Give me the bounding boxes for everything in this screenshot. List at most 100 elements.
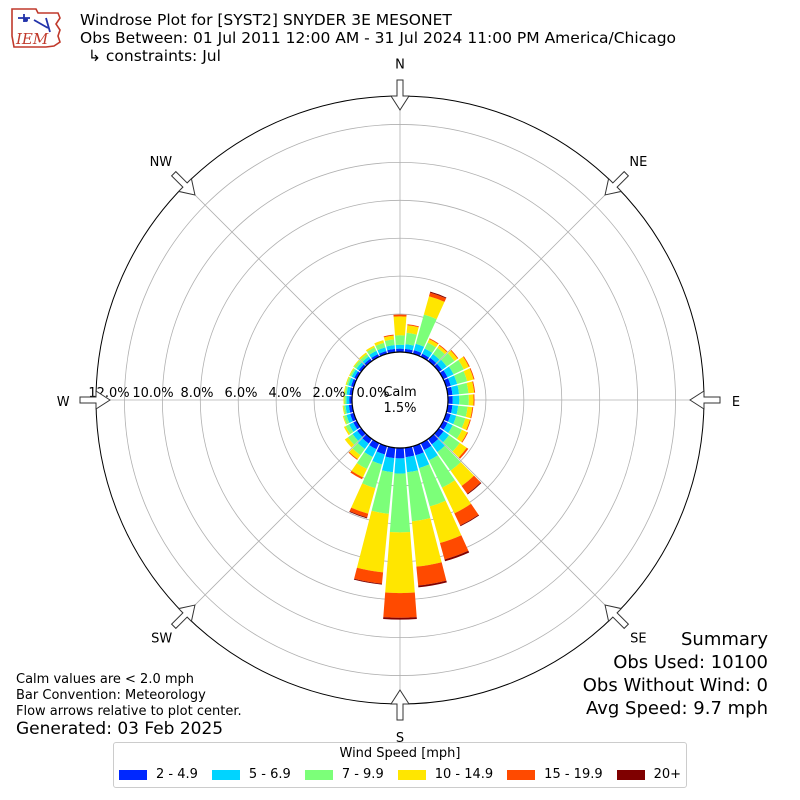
bar-segment-se-1 — [431, 439, 445, 453]
bar-segment-se-5 — [460, 514, 480, 527]
bar-segment-w-0 — [350, 412, 357, 422]
legend-item: 10 - 14.9 — [397, 767, 493, 782]
bar-segment-se-4 — [454, 503, 479, 526]
summary-avg-speed: Avg Speed: 9.7 mph — [586, 698, 768, 719]
bar-segment-ne-0 — [427, 357, 437, 366]
bar-segment-s-2 — [419, 464, 446, 507]
bar-segment-sw-4 — [350, 470, 363, 480]
bar-segment-sw-0 — [353, 420, 361, 430]
radial-tick-label: 0.0% — [356, 386, 389, 401]
bar-segment-se-1 — [424, 445, 438, 461]
bar-segment-sw-3 — [349, 448, 361, 460]
bar-segment-s-1 — [415, 452, 430, 469]
bar-segment-n-1 — [377, 347, 387, 354]
bar-segment-se-0 — [439, 420, 448, 430]
bar-segment-w-2 — [343, 414, 350, 425]
bar-segment-ne-2 — [441, 353, 455, 367]
windrose-bars — [342, 291, 482, 620]
bar-segment-w-1 — [346, 413, 353, 423]
legend-items: 2 - 4.9 5 - 6.9 7 - 9.9 10 - 14.9 15 - 19.9 2… — [119, 767, 695, 782]
bar-segment-se-3 — [452, 442, 467, 458]
flow-arrow-nw — [170, 170, 196, 196]
bar-segment-sw-2 — [356, 452, 373, 469]
bar-segment-ne-2 — [424, 342, 437, 353]
chart-title-block: Windrose Plot for [SYST2] SNYDER 3E MESO… — [80, 11, 676, 65]
bar-segment-se-4 — [461, 432, 469, 443]
legend-item: 7 - 9.9 — [304, 767, 384, 782]
legend-swatch — [304, 769, 333, 780]
summary-obs-without-wind: Obs Without Wind: 0 — [582, 675, 768, 696]
bar-segment-nw-3 — [365, 345, 375, 352]
direction-label-e: E — [732, 395, 740, 410]
bar-segment-e-3 — [463, 368, 474, 382]
bar-segment-w-0 — [349, 396, 353, 404]
bar-segment-ne-3 — [427, 339, 439, 348]
bar-segment-n-3 — [383, 335, 395, 342]
bar-segment-e-2 — [453, 415, 466, 429]
chart-title: Windrose Plot for [SYST2] SNYDER 3E MESO… — [80, 11, 452, 29]
bar-segment-ne-4 — [463, 356, 470, 367]
bar-segment-s-5 — [349, 511, 368, 519]
bar-segment-s-3 — [429, 500, 462, 544]
calm-circle — [351, 351, 449, 449]
bar-segment-sw-1 — [364, 445, 377, 457]
legend-item: 2 - 4.9 — [119, 767, 198, 782]
bar-segment-n-3 — [423, 296, 445, 320]
bar-segment-n-0 — [396, 348, 404, 353]
bar-segment-w-1 — [346, 395, 350, 405]
bar-segment-se-1 — [438, 431, 450, 443]
flow-arrow-e — [689, 390, 721, 410]
flow-arrow-w — [79, 390, 111, 410]
summary-box: Summary Obs Used: 10100 Obs Without Wind… — [583, 628, 768, 720]
bar-segment-n-4 — [428, 292, 447, 302]
legend-swatch — [211, 769, 240, 780]
bar-segment-s-0 — [395, 447, 405, 459]
bar-segment-ne-1 — [422, 348, 433, 358]
flow-arrow-ne — [604, 170, 630, 196]
bar-segment-n-2 — [395, 335, 405, 345]
legend-label: 2 - 4.9 — [156, 767, 198, 782]
grid-ring — [161, 161, 639, 639]
bar-segment-n-4 — [383, 334, 394, 338]
bar-segment-nw-1 — [351, 369, 359, 379]
constraints: ↳ constraints: Jul — [88, 47, 221, 65]
legend-label: 7 - 9.9 — [341, 767, 384, 782]
flow-arrows-note: Flow arrows relative to plot center. — [16, 704, 242, 719]
bar-segment-s-5 — [383, 617, 417, 620]
bar-segment-se-3 — [450, 462, 475, 487]
bar-segment-s-2 — [371, 470, 393, 514]
direction-label-w: W — [57, 395, 70, 410]
radial-tick-label: 4.0% — [268, 386, 301, 401]
bar-segment-w-3 — [343, 385, 347, 395]
bar-segment-e-3 — [465, 406, 473, 419]
bar-segment-s-4 — [354, 567, 384, 584]
bar-segment-sw-1 — [352, 430, 363, 441]
bar-segment-e-4 — [466, 419, 471, 431]
bar-segment-sw-3 — [343, 426, 351, 436]
flow-arrow-n — [390, 79, 410, 111]
bar-segment-nw-0 — [354, 371, 361, 380]
bar-segment-sw-4 — [348, 451, 358, 460]
bar-segment-ne-0 — [420, 353, 430, 361]
bar-segment-w-2 — [346, 377, 352, 386]
bar-segment-e-2 — [454, 371, 468, 385]
legend-swatch — [119, 769, 147, 780]
bar-segment-w-2 — [344, 386, 348, 395]
bar-segment-sw-0 — [362, 434, 373, 444]
legend-item: 15 - 19.9 — [507, 767, 603, 782]
bar-segment-ne-4 — [438, 344, 448, 353]
bar-segment-w-1 — [346, 386, 351, 396]
bar-segment-nw-0 — [364, 358, 373, 366]
legend-swatch — [397, 769, 426, 780]
direction-label-ne: NE — [629, 155, 647, 170]
bar-segment-se-2 — [428, 455, 455, 488]
legend-item: 20+ — [616, 767, 681, 782]
bar-segment-e-1 — [448, 414, 457, 425]
bar-segment-s-5 — [444, 550, 470, 562]
bar-segment-n-1 — [413, 343, 425, 353]
radial-tick-label: 8.0% — [180, 386, 213, 401]
grid-spoke — [184, 184, 367, 367]
bar-segment-ne-3 — [458, 356, 469, 370]
radial-tick-label: 10.0% — [132, 386, 173, 401]
bar-segment-nw-0 — [358, 364, 366, 373]
